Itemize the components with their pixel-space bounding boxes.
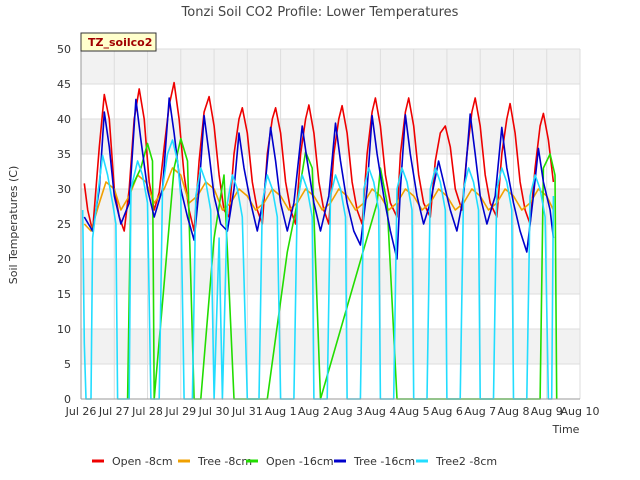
y-tick-label: 50 <box>57 43 71 56</box>
x-tick-label: Aug 8 <box>497 405 529 418</box>
x-tick-label: Aug 6 <box>431 405 463 418</box>
y-tick-label: 15 <box>57 288 71 301</box>
x-tick-label: Jul 31 <box>231 405 263 418</box>
x-tick-label: Aug 3 <box>331 405 363 418</box>
x-tick-label: Jul 30 <box>198 405 230 418</box>
series-line-tree2-8cm <box>81 139 555 400</box>
x-tick-label: Jul 28 <box>131 405 163 418</box>
plot-band <box>81 259 580 294</box>
y-tick-label: 0 <box>64 393 71 406</box>
legend-label: Tree2 -8cm <box>435 455 497 468</box>
series-line-open-8cm <box>83 81 555 232</box>
x-tick-label: Jul 26 <box>65 405 97 418</box>
badge-box <box>80 32 157 52</box>
legend-label: Tree -16cm <box>353 455 415 468</box>
y-tick-label: 5 <box>64 358 71 371</box>
legend-label: Open -8cm <box>112 455 173 468</box>
plot-band <box>81 49 580 84</box>
y-tick-label: 30 <box>57 183 71 196</box>
x-axis-label: Time <box>552 423 580 436</box>
x-tick-label: Jul 27 <box>98 405 130 418</box>
y-axis-label: Soil Temperatures (C) <box>7 166 20 285</box>
plot-band <box>81 329 580 364</box>
chart-title: Tonzi Soil CO2 Profile: Lower Temperatur… <box>181 5 459 20</box>
x-tick-label: Jul 29 <box>164 405 196 418</box>
y-tick-label: 35 <box>57 148 71 161</box>
legend: Open -8cm Tree -8cm Open -16cm Tree -16cm Tr… <box>92 455 497 468</box>
series-line-tree-16cm <box>83 97 555 260</box>
badge-label: TZ_soilco2 <box>88 36 152 49</box>
x-tick-labels: Jul 26 Jul 27 Jul 28 Jul 29 Jul 30 Jul 31 Aug … <box>65 405 600 418</box>
x-tick-label: Aug 4 <box>364 405 396 418</box>
y-tick-label: 10 <box>57 323 71 336</box>
legend-label: Open -16cm <box>266 455 334 468</box>
y-tick-labels: 0 5 10 15 20 25 30 35 40 45 50 <box>57 43 71 406</box>
axes <box>80 49 580 400</box>
dataset-badge: TZ_soilco2 <box>80 32 157 52</box>
legend-label: Tree -8cm <box>197 455 252 468</box>
y-tick-label: 25 <box>57 218 71 231</box>
x-tick-label: Aug 2 <box>298 405 330 418</box>
x-tick-label: Aug 1 <box>265 405 297 418</box>
x-tick-label: Aug 10 <box>561 405 600 418</box>
x-tick-label: Aug 7 <box>464 405 496 418</box>
y-tick-label: 20 <box>57 253 71 266</box>
y-tick-label: 45 <box>57 78 71 91</box>
x-tick-label: Aug 9 <box>531 405 563 418</box>
x-tick-label: Aug 5 <box>398 405 430 418</box>
y-tick-label: 40 <box>57 113 71 126</box>
